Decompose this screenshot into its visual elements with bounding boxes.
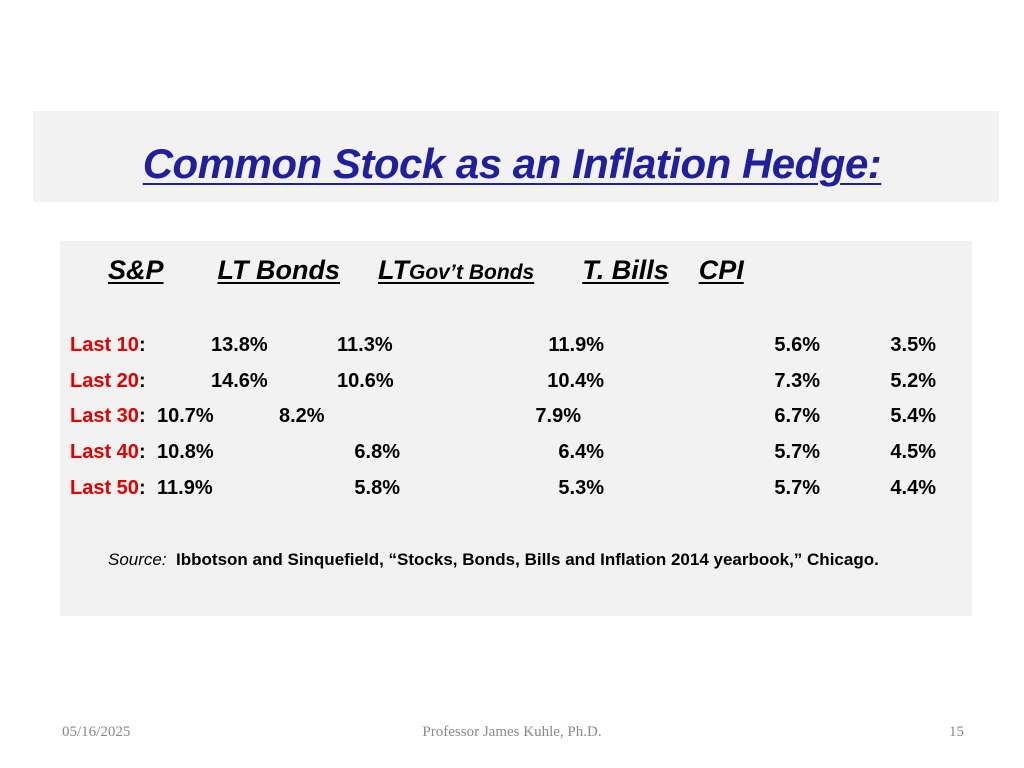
table-header-row: S&P LT Bonds LTGov’t Bonds T. Bills CPI (108, 252, 744, 291)
slide-title: Common Stock as an Inflation Hedge: (142, 140, 882, 187)
row-label: Last 50: (70, 475, 146, 501)
cell-govt-bonds: 6.4% (558, 441, 604, 463)
page-number: 15 (949, 724, 964, 740)
header-lt-bonds: LT Bonds (217, 255, 341, 285)
row-label-text: Last 20 (70, 370, 139, 392)
cell-lt-bonds: 10.6% (337, 370, 394, 392)
cell-lt-bonds: 11.3% (337, 334, 393, 356)
cell-sp: 13.8% (211, 334, 268, 356)
row-label-colon: : (138, 441, 146, 463)
row-label-colon: : (138, 334, 146, 356)
header-sp: S&P (108, 255, 164, 285)
row-label: Last 40: (70, 439, 146, 465)
row-label-text: Last 30 (70, 405, 139, 427)
row-label: Last 20: (70, 368, 146, 394)
cell-cpi: 3.5% (890, 334, 936, 356)
title-band (33, 111, 999, 202)
source-label: Source: (108, 550, 167, 569)
cell-lt-bonds: 8.2% (279, 405, 325, 427)
cell-cpi: 5.4% (890, 405, 936, 427)
cell-cpi: 5.2% (890, 370, 936, 392)
header-govt-bonds: Gov’t Bonds (409, 261, 535, 284)
cell-tbills: 7.3% (774, 370, 820, 392)
cell-tbills: 6.7% (774, 405, 820, 427)
cell-govt-bonds: 10.4% (547, 370, 604, 392)
cell-tbills: 5.7% (774, 477, 820, 499)
cell-sp: 10.7% (157, 405, 214, 427)
cell-govt-bonds: 7.9% (535, 405, 581, 427)
row-label-text: Last 50 (70, 477, 139, 499)
footer-author: Professor James Kuhle, Ph.D. (422, 724, 602, 740)
cell-govt-bonds: 11.9% (548, 334, 604, 356)
cell-sp: 14.6% (211, 370, 268, 392)
cell-tbills: 5.6% (774, 334, 820, 356)
cell-cpi: 4.4% (890, 477, 936, 499)
cell-tbills: 5.7% (774, 441, 820, 463)
row-label: Last 10: (70, 332, 146, 358)
header-tbills: T. Bills (582, 255, 669, 285)
cell-govt-bonds: 5.3% (558, 477, 604, 499)
header-cpi: CPI (698, 255, 744, 285)
cell-sp: 11.9% (157, 477, 213, 499)
row-label: Last 30: (70, 403, 146, 429)
source-citation: Source: Ibbotson and Sinquefield, “Stock… (108, 545, 938, 575)
row-label-text: Last 40 (70, 441, 139, 463)
cell-lt-bonds: 5.8% (354, 477, 400, 499)
row-label-text: Last 10 (70, 334, 139, 356)
source-text: Ibbotson and Sinquefield, “Stocks, Bonds… (176, 550, 879, 569)
cell-cpi: 4.5% (890, 441, 936, 463)
row-label-colon: : (138, 370, 146, 392)
cell-sp: 10.8% (157, 441, 214, 463)
row-label-colon: : (138, 405, 146, 427)
table-panel (60, 241, 972, 616)
header-lt: LT (378, 255, 409, 285)
cell-lt-bonds: 6.8% (354, 441, 400, 463)
footer-date: 05/16/2025 (62, 724, 131, 740)
row-label-colon: : (138, 477, 146, 499)
